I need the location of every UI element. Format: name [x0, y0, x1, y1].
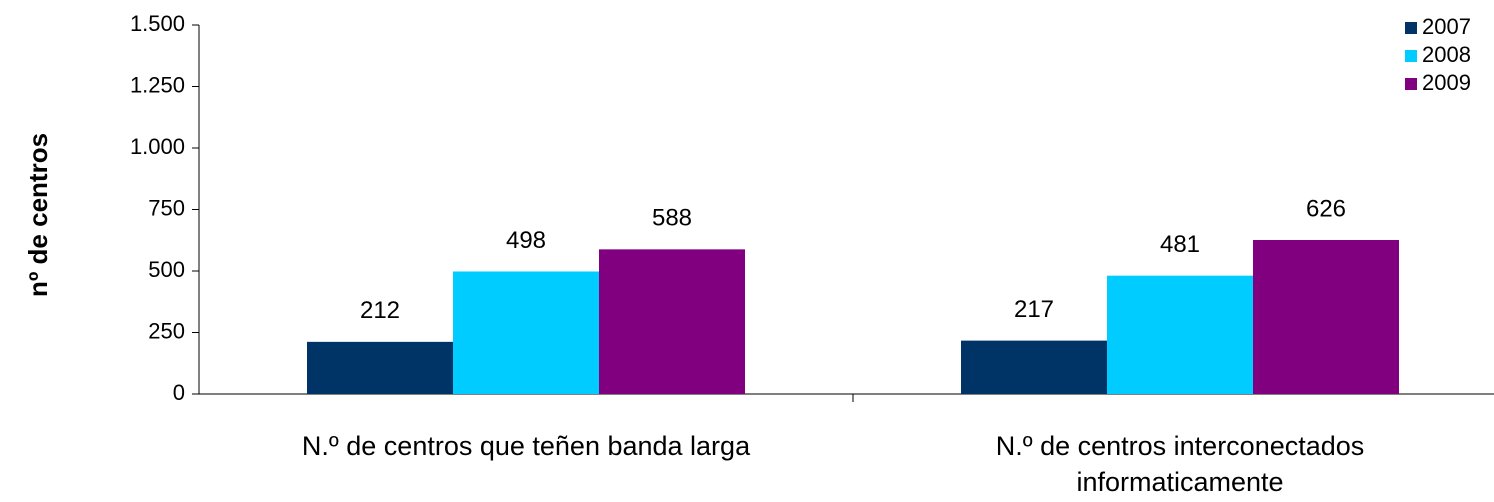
bar — [961, 340, 1107, 394]
legend-label: 2007 — [1422, 14, 1471, 39]
data-label: 217 — [1014, 296, 1054, 323]
data-label: 212 — [360, 297, 400, 324]
y-tick-label: 0 — [173, 380, 185, 405]
y-tick-label: 1.250 — [130, 72, 185, 97]
bar — [1107, 275, 1253, 394]
legend-swatch — [1405, 78, 1417, 90]
legend-label: 2008 — [1422, 42, 1471, 67]
y-tick-label: 1.000 — [130, 134, 185, 159]
legend-swatch — [1405, 22, 1417, 34]
x-tick-label: N.º de centros interconectados informati… — [995, 431, 1365, 497]
x-tick-label: N.º de centros que teñen banda larga — [301, 431, 751, 461]
bar — [307, 341, 453, 394]
y-axis-label: nº de centros — [23, 133, 53, 297]
y-tick-label: 500 — [148, 257, 185, 282]
bar — [599, 249, 745, 394]
data-label: 588 — [652, 205, 692, 232]
y-tick-label: 1.500 — [130, 11, 185, 36]
data-label: 498 — [506, 227, 546, 254]
legend-swatch — [1405, 50, 1417, 62]
y-tick-label: 750 — [148, 195, 185, 220]
bar — [1253, 240, 1399, 394]
y-tick-label: 250 — [148, 318, 185, 343]
bar — [453, 271, 599, 394]
legend-label: 2009 — [1422, 70, 1471, 95]
data-label: 481 — [1160, 231, 1200, 258]
data-label: 626 — [1306, 195, 1346, 222]
